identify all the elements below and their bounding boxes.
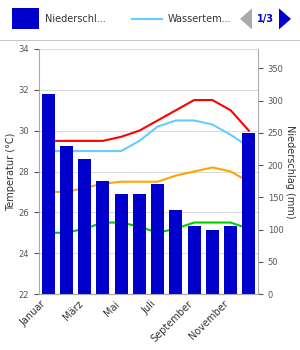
Text: Wassertem...: Wassertem... bbox=[168, 14, 232, 24]
Y-axis label: Niederschlag (mm): Niederschlag (mm) bbox=[285, 125, 295, 218]
Polygon shape bbox=[279, 8, 291, 29]
Bar bbox=[169, 210, 182, 294]
Bar bbox=[60, 146, 73, 294]
Bar bbox=[242, 133, 255, 294]
Text: 1/3: 1/3 bbox=[256, 14, 274, 24]
Bar bbox=[115, 194, 128, 294]
Bar bbox=[151, 184, 164, 294]
Bar bbox=[206, 230, 219, 294]
Bar bbox=[78, 159, 91, 294]
Bar bbox=[12, 8, 39, 29]
Bar bbox=[224, 226, 237, 294]
Polygon shape bbox=[240, 8, 252, 29]
Bar bbox=[42, 94, 55, 294]
Text: Niederschl...: Niederschl... bbox=[45, 14, 106, 24]
Bar bbox=[97, 181, 109, 294]
Y-axis label: Temperatur (°C): Temperatur (°C) bbox=[6, 132, 16, 211]
Bar bbox=[133, 194, 146, 294]
Bar bbox=[188, 226, 200, 294]
